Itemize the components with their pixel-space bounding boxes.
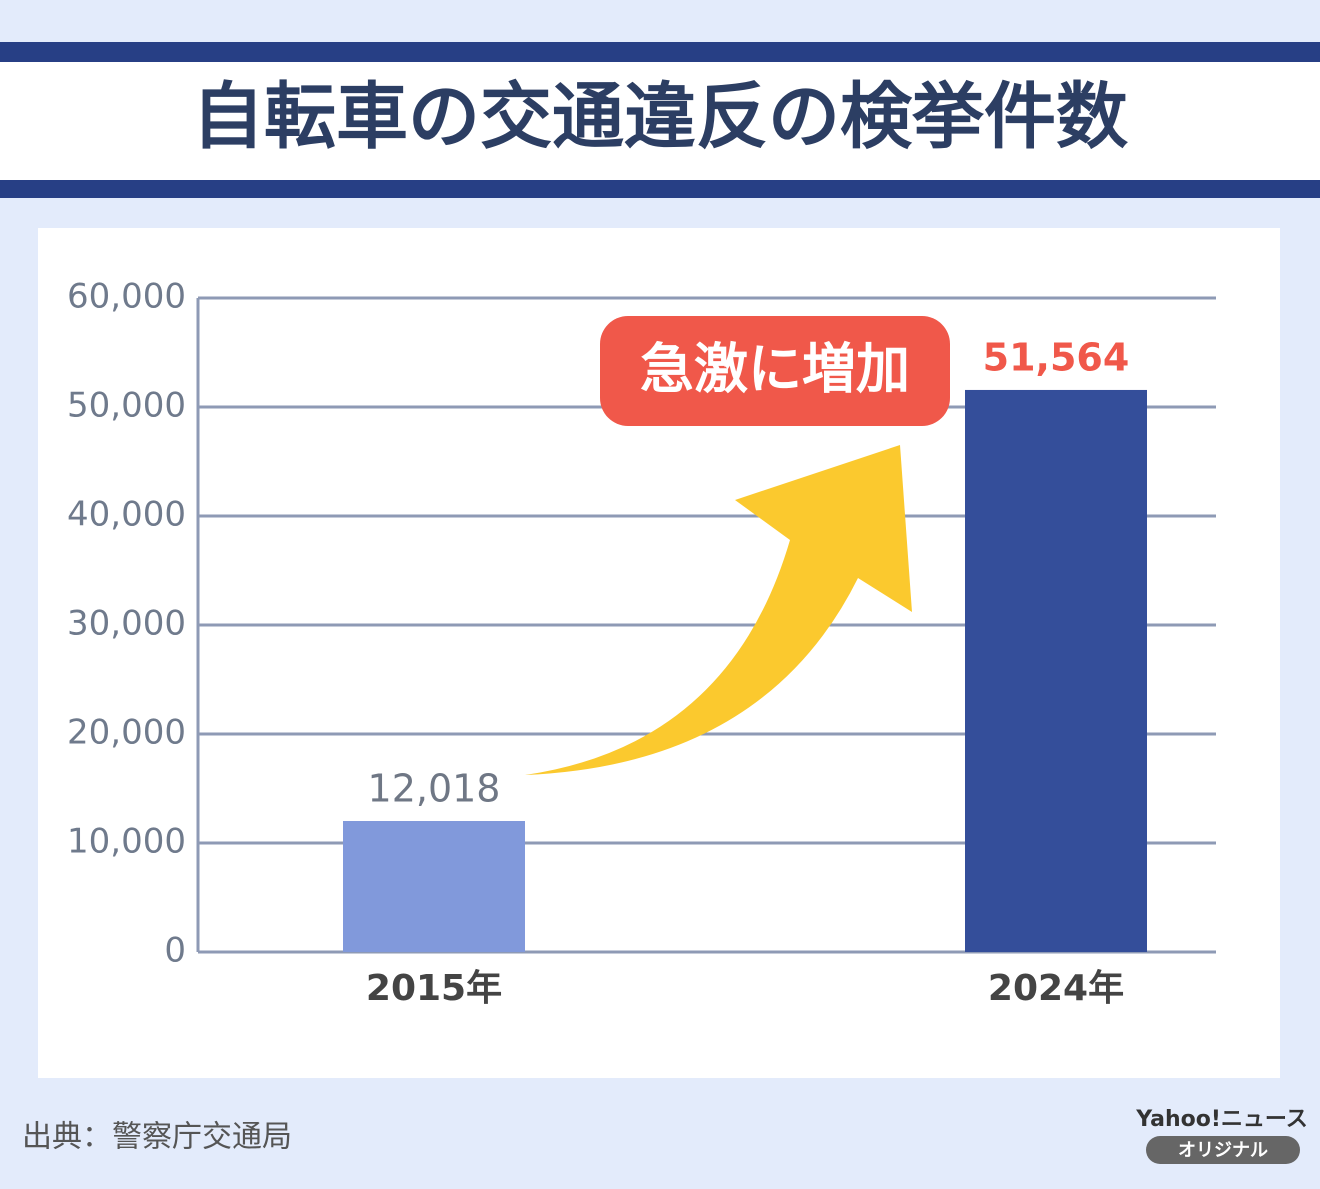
arrow — [525, 445, 912, 775]
y-tick-label: 60,000 — [67, 277, 186, 317]
chart-title: 自転車の交通違反の検挙件数 — [192, 75, 1128, 159]
brand-badge-bg — [1146, 1136, 1300, 1164]
x-tick-label: 2015年 — [366, 968, 502, 1009]
annotation: 急激に増加 — [640, 338, 910, 401]
y-tick-label: 30,000 — [67, 604, 186, 644]
y-tick-label: 40,000 — [67, 495, 186, 535]
title-stripe — [0, 180, 1320, 198]
brand-badge: オリジナル — [1178, 1140, 1268, 1161]
value-label: 12,018 — [368, 767, 501, 811]
brand: Yahoo!ニュース — [1135, 1107, 1308, 1132]
y-tick-label: 20,000 — [67, 713, 186, 753]
y-tick-label: 50,000 — [67, 386, 186, 426]
y-tick-label: 0 — [164, 931, 186, 971]
y-tick-label: 10,000 — [67, 822, 186, 862]
value-label: 51,564 — [983, 335, 1130, 379]
title-stripe — [0, 42, 1320, 62]
annotation-box — [600, 316, 950, 426]
source: 出典：警察庁交通局 — [22, 1120, 292, 1155]
title-band — [0, 62, 1320, 180]
bar — [343, 821, 525, 952]
x-tick-label: 2024年 — [988, 968, 1124, 1009]
bar — [965, 389, 1147, 952]
